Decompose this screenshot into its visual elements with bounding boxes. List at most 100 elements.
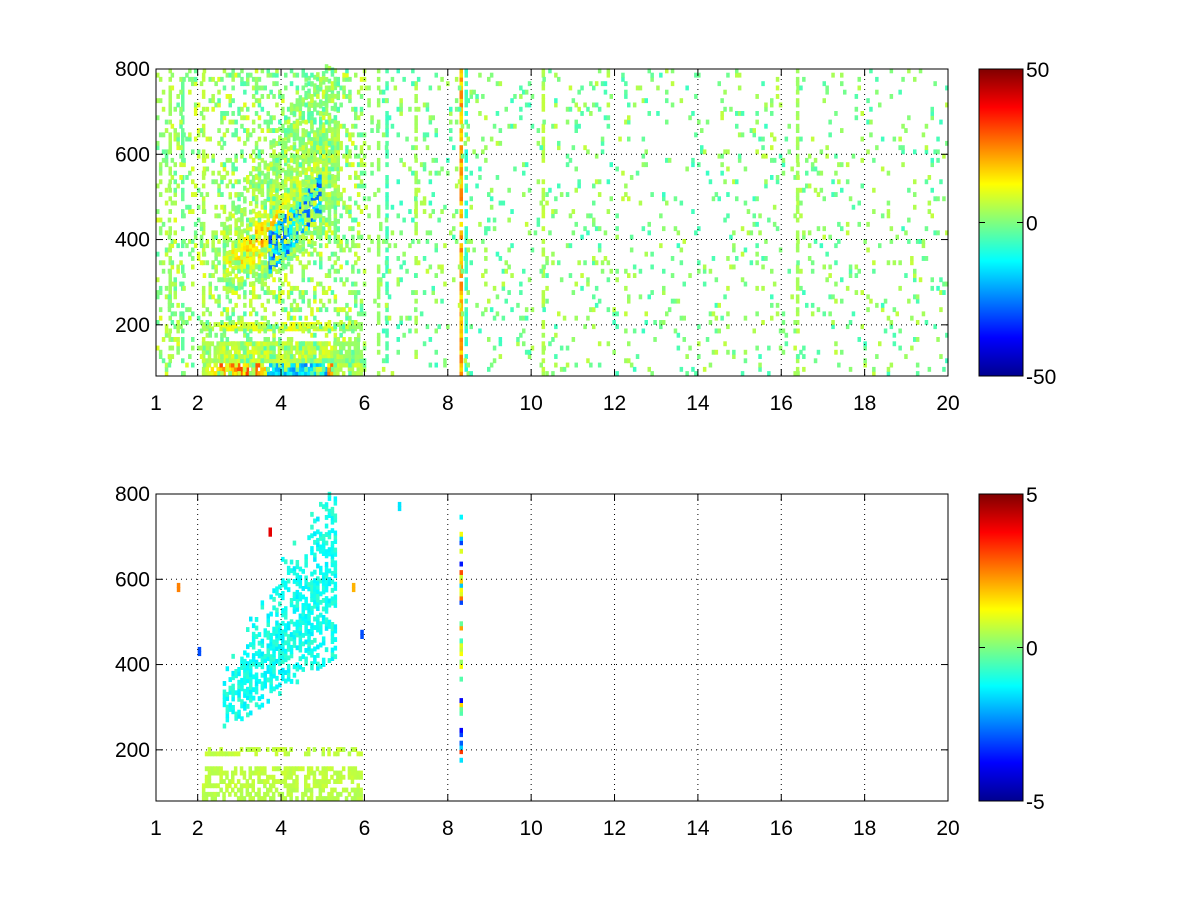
heat-cell <box>222 796 226 801</box>
heat-cell <box>272 204 276 210</box>
heat-cell <box>158 260 163 266</box>
heat-cell <box>193 221 198 227</box>
heat-cell <box>606 123 611 129</box>
heat-cell <box>213 766 217 772</box>
heat-cell <box>513 123 517 129</box>
heat-cell <box>201 123 206 129</box>
heat-cell <box>589 213 593 219</box>
heat-cell <box>670 298 675 304</box>
heat-cell <box>304 315 308 321</box>
heat-cell <box>457 179 462 185</box>
heat-cell <box>251 796 255 801</box>
heat-cell <box>662 226 666 232</box>
heat-cell <box>342 123 346 129</box>
heat-cell <box>321 366 326 372</box>
heat-cell <box>313 332 317 338</box>
heat-cell <box>464 230 468 236</box>
heat-cell <box>225 345 230 351</box>
heat-cell <box>211 294 215 300</box>
heat-cell <box>647 111 651 116</box>
heat-cell <box>548 230 552 236</box>
heat-cell <box>356 354 360 359</box>
heat-cell <box>164 366 169 372</box>
heat-cell <box>263 358 267 364</box>
heat-cell <box>268 268 272 274</box>
heat-cell <box>222 307 227 313</box>
heat-cell <box>278 173 282 179</box>
heat-cell <box>484 256 488 261</box>
heat-cell <box>254 349 258 355</box>
heat-cell <box>414 170 418 176</box>
heat-cell <box>289 349 293 355</box>
heat-cell <box>351 243 355 249</box>
heat-cell <box>351 226 355 232</box>
heat-cell <box>353 354 358 359</box>
heat-cell <box>298 189 303 194</box>
heat-cell <box>263 179 267 185</box>
heat-cell <box>345 315 349 321</box>
heat-cell <box>260 796 264 801</box>
heat-cell <box>207 341 212 347</box>
heat-cell <box>271 371 276 376</box>
heat-cell <box>408 243 412 249</box>
heat-cell <box>324 332 329 338</box>
heat-cell <box>306 747 311 752</box>
heat-cell <box>333 179 338 184</box>
heat-cell <box>208 98 212 104</box>
heat-cell <box>434 328 438 334</box>
heat-cell <box>318 791 323 797</box>
heat-cell <box>298 345 303 351</box>
heat-cell <box>726 324 730 330</box>
heat-cell <box>376 157 381 163</box>
heat-cell <box>315 796 320 801</box>
heat-cell <box>257 679 262 684</box>
heat-cell <box>234 192 238 197</box>
heat-cell <box>239 366 244 372</box>
heat-cell <box>231 354 235 359</box>
heat-cell <box>333 149 338 155</box>
heat-cell <box>459 332 463 338</box>
heat-cell <box>301 341 305 347</box>
heat-cell <box>269 641 273 647</box>
heat-cell <box>353 358 358 364</box>
heat-cell <box>222 175 227 180</box>
heat-cell <box>249 132 253 138</box>
heat-cell <box>271 366 276 372</box>
heat-cell <box>319 260 323 266</box>
heat-cell <box>289 241 293 247</box>
heat-cell <box>168 230 172 236</box>
heat-cell <box>156 290 160 295</box>
heat-cell <box>286 204 291 210</box>
heat-cell <box>263 200 267 206</box>
heat-cell <box>289 264 294 270</box>
heat-cell <box>414 85 418 91</box>
heat-cell <box>405 268 409 274</box>
heat-cell <box>286 311 291 317</box>
heat-cell <box>304 235 308 241</box>
heat-cell <box>327 140 332 146</box>
heat-cell <box>193 102 198 108</box>
heat-cell <box>895 234 899 240</box>
heat-cell <box>156 98 160 104</box>
heat-cell <box>283 248 287 253</box>
heat-cell <box>580 273 584 278</box>
heat-cell <box>257 176 262 182</box>
heat-cell <box>316 166 320 172</box>
heat-cell <box>942 366 946 372</box>
heat-cell <box>168 285 172 291</box>
heat-cell <box>414 123 418 129</box>
heat-cell <box>624 328 628 334</box>
heat-cell <box>301 358 305 364</box>
heat-cell <box>319 214 323 220</box>
heat-cell <box>301 349 305 355</box>
heat-cell <box>466 98 470 104</box>
heat-cell <box>213 783 217 789</box>
heat-cell <box>289 132 294 138</box>
heat-cell <box>316 131 320 137</box>
heat-cell <box>201 115 206 121</box>
heat-cell <box>740 132 745 138</box>
heat-cell <box>237 679 241 685</box>
heat-cell <box>350 766 355 772</box>
heat-cell <box>295 243 300 249</box>
heat-cell <box>263 136 267 142</box>
